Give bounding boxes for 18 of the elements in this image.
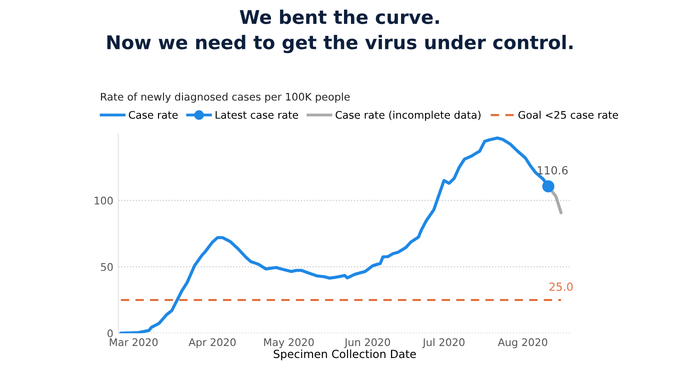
chart-title: We bent the curve. Now we need to get the virus under control. (107, 10, 572, 54)
legend-label: Case rate (128, 110, 178, 119)
data-label: 25.0 (549, 282, 573, 291)
y-tick-label: 50 (101, 263, 113, 271)
x-tick-label: Mar 2020 (110, 338, 158, 346)
legend-label: Latest case rate (216, 111, 298, 119)
legend-label: Case rate (incomplete data) (336, 110, 480, 121)
chart-subtitle: Rate of newly diagnosed cases per 100K people (100, 92, 350, 103)
x-tick-label: Jul 2020 (422, 338, 464, 348)
x-axis-title: Specimen Collection Date (274, 350, 416, 360)
y-tick-label: 100 (94, 196, 113, 205)
x-tick-label: May 2020 (264, 338, 314, 348)
x-tick-label: Apr 2020 (188, 338, 236, 348)
data-label: 110.6 (538, 166, 568, 174)
y-tick-label: 0 (108, 329, 113, 338)
x-tick-label: Jun 2020 (344, 338, 390, 348)
x-tick-label: Aug 2020 (498, 338, 548, 348)
legend-label: Goal <25 case rate (518, 110, 618, 119)
